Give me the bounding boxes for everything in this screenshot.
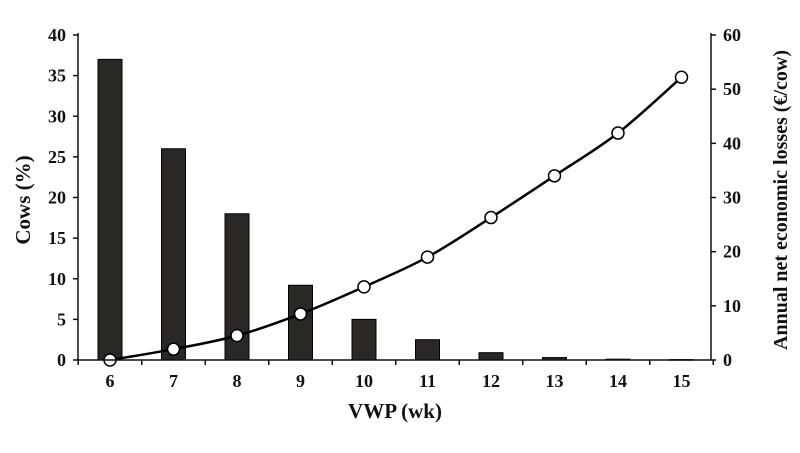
line-point xyxy=(166,342,181,356)
x-tick-label: 7 xyxy=(169,371,178,391)
x-tick-label: 6 xyxy=(106,371,115,391)
y-left-tick-label: 25 xyxy=(48,147,66,167)
y-left-tick-label: 20 xyxy=(48,188,66,208)
y-right-tick-label: 40 xyxy=(723,133,741,153)
x-tick-label: 10 xyxy=(355,371,373,391)
y-left-tick-label: 0 xyxy=(57,350,66,370)
line-point xyxy=(484,210,498,225)
y-left-tick-label: 15 xyxy=(48,228,66,248)
loss-curve xyxy=(109,76,683,362)
line-point xyxy=(547,169,562,183)
y-right-tick-label: 50 xyxy=(723,79,741,99)
bar xyxy=(97,58,123,361)
x-tick-label: 11 xyxy=(419,371,436,391)
y-left-tick-label: 30 xyxy=(48,106,66,126)
line-series xyxy=(103,70,689,367)
axes: 0 5 10 15 20 25 30 35 40 0 10 20 30 40 50 60 6 7 8 9 10 11 12 1… xyxy=(48,25,741,391)
x-tick-label: 14 xyxy=(609,371,627,391)
y-left-tick-label: 5 xyxy=(57,309,66,329)
x-tick-label: 15 xyxy=(673,371,691,391)
bar xyxy=(351,318,377,361)
x-tick-label: 13 xyxy=(546,371,564,391)
x-tick-label: 12 xyxy=(482,371,500,391)
x-tick-label: 8 xyxy=(233,371,242,391)
y-right-tick-label: 30 xyxy=(723,188,741,208)
y-right-tick-label: 0 xyxy=(723,350,732,370)
line-point xyxy=(611,126,625,140)
y-axis-left-label: Cows (%) xyxy=(11,155,35,244)
y-left-tick-label: 40 xyxy=(48,25,66,45)
bar xyxy=(478,352,504,361)
x-tick-label: 9 xyxy=(296,371,305,391)
line-point xyxy=(230,328,244,343)
line-point xyxy=(420,250,435,264)
x-axis-label: VWP (wk) xyxy=(348,399,442,423)
y-right-tick-label: 60 xyxy=(723,25,741,45)
bars xyxy=(97,58,694,361)
line-point xyxy=(674,70,689,84)
bar xyxy=(415,339,440,361)
y-left-tick-label: 35 xyxy=(48,66,66,86)
y-axis-right-label: Annual net economic losses (€/cow) xyxy=(770,50,792,350)
line-point xyxy=(357,280,371,294)
y-right-tick-label: 10 xyxy=(723,296,741,316)
y-left-tick-label: 10 xyxy=(48,269,66,289)
line-point xyxy=(293,307,308,321)
bar xyxy=(288,284,313,361)
y-right-tick-label: 20 xyxy=(723,242,741,262)
bar xyxy=(161,148,186,361)
